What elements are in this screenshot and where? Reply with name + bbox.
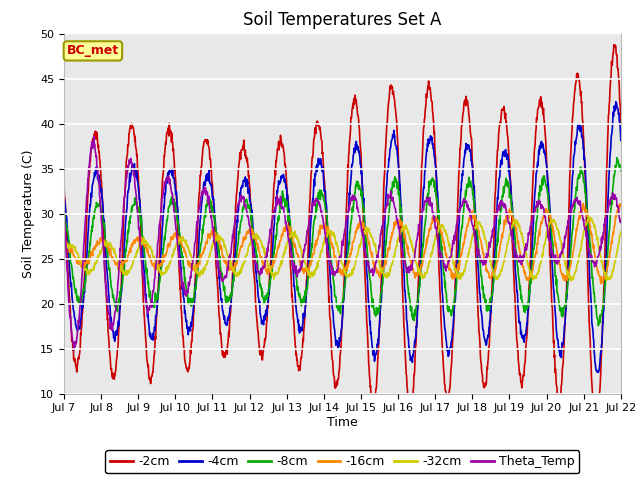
Legend: -2cm, -4cm, -8cm, -16cm, -32cm, Theta_Temp: -2cm, -4cm, -8cm, -16cm, -32cm, Theta_Te… xyxy=(106,450,579,473)
Title: Soil Temperatures Set A: Soil Temperatures Set A xyxy=(243,11,442,29)
Y-axis label: Soil Temperature (C): Soil Temperature (C) xyxy=(22,149,35,278)
X-axis label: Time: Time xyxy=(327,416,358,429)
Text: BC_met: BC_met xyxy=(67,44,119,58)
